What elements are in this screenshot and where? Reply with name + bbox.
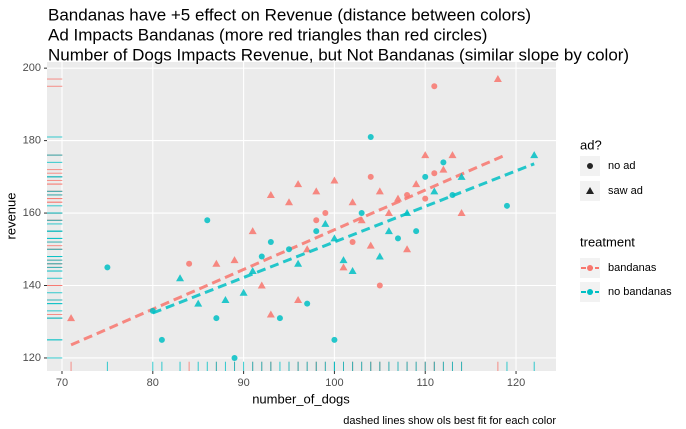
point: [413, 228, 420, 235]
point: [493, 75, 502, 83]
point: [440, 159, 447, 166]
point: [357, 216, 366, 224]
point: [403, 245, 412, 253]
point: [322, 210, 329, 217]
y-tick-label: 160: [23, 207, 41, 219]
point: [286, 246, 293, 253]
point: [294, 259, 303, 267]
title-line: Ad Impacts Bandanas (more red triangles …: [48, 25, 487, 44]
point: [257, 281, 266, 289]
point: [367, 133, 374, 140]
x-tick-label: 110: [416, 377, 434, 389]
x-tick-label: 100: [325, 377, 343, 389]
point: [448, 151, 457, 159]
point: [376, 282, 383, 289]
point: [212, 259, 221, 267]
point: [313, 217, 320, 224]
point: [312, 187, 321, 195]
legend-label: bandanas: [608, 262, 657, 274]
point: [248, 267, 257, 275]
legend-title: treatment: [580, 234, 635, 249]
point: [349, 239, 356, 246]
point: [276, 315, 283, 322]
point: [348, 198, 357, 206]
point: [331, 336, 338, 343]
point: [503, 202, 510, 209]
point: [294, 180, 303, 188]
y-tick-label: 200: [23, 62, 41, 74]
legend-label: no bandanas: [608, 286, 672, 298]
point: [266, 190, 275, 198]
x-tick-label: 90: [237, 377, 249, 389]
point: [194, 299, 203, 307]
legend-symbol: [587, 163, 593, 169]
x-tick-label: 70: [56, 377, 68, 389]
point: [230, 256, 239, 264]
point: [176, 274, 185, 282]
x-tick-label: 120: [507, 377, 525, 389]
title-line: Number of Dogs Impacts Revenue, but Not …: [48, 45, 629, 64]
point: [294, 295, 303, 303]
point: [430, 187, 439, 195]
point: [267, 239, 274, 246]
point: [431, 83, 438, 90]
point: [358, 210, 365, 217]
point: [457, 172, 466, 180]
point: [366, 241, 375, 249]
caption: dashed lines show ols best fit for each …: [343, 415, 556, 427]
point: [530, 151, 539, 159]
point: [313, 228, 320, 235]
point: [104, 264, 111, 271]
x-tick-label: 80: [147, 377, 159, 389]
point: [412, 180, 421, 188]
point: [431, 170, 438, 177]
point: [375, 187, 384, 195]
point: [285, 198, 294, 206]
point: [457, 209, 466, 217]
legend-label: no ad: [608, 160, 636, 172]
legend-symbol: [587, 265, 593, 271]
title-line: Bandanas have +5 effect on Revenue (dist…: [48, 5, 531, 24]
x-axis-label: number_of_dogs: [252, 391, 350, 406]
point: [258, 253, 265, 260]
point: [367, 173, 374, 180]
point: [213, 315, 220, 322]
point: [375, 252, 384, 260]
point: [204, 217, 211, 224]
legend-symbol: [587, 289, 593, 295]
legend-label: saw ad: [608, 185, 643, 197]
y-tick-label: 120: [23, 352, 41, 364]
point: [393, 194, 402, 202]
point: [421, 151, 430, 159]
fit-line: [152, 162, 535, 315]
y-tick-label: 140: [23, 279, 41, 291]
point: [67, 314, 76, 322]
point: [221, 295, 230, 303]
point: [321, 219, 330, 227]
point: [439, 165, 448, 173]
point: [394, 235, 401, 242]
point: [266, 310, 275, 318]
y-tick-label: 180: [23, 135, 41, 147]
point: [248, 227, 257, 235]
point: [348, 267, 357, 275]
point: [231, 354, 238, 361]
point: [304, 300, 311, 307]
legend-symbol: [586, 187, 594, 194]
point: [384, 209, 393, 217]
fit-line: [70, 153, 506, 347]
point: [384, 227, 393, 235]
point: [330, 176, 339, 184]
point: [422, 195, 429, 202]
point: [422, 173, 429, 180]
point: [186, 260, 193, 267]
point: [158, 336, 165, 343]
legend-title: ad?: [580, 137, 602, 152]
panel: [47, 62, 556, 371]
y-axis-label: revenue: [3, 193, 18, 240]
point: [239, 288, 248, 296]
point: [339, 256, 348, 264]
point: [339, 263, 348, 271]
